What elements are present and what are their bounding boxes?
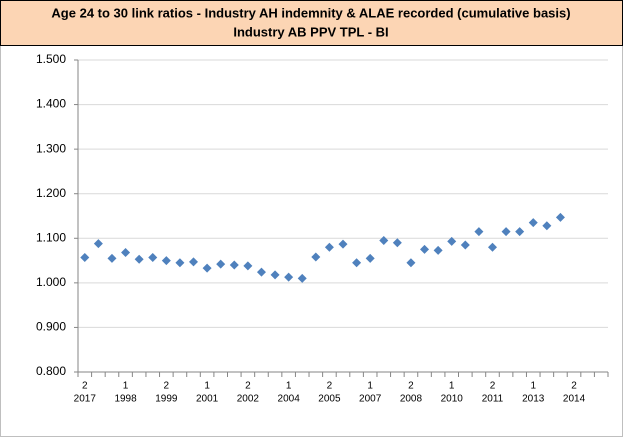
x-tick-label: 2010: [441, 394, 464, 405]
x-tick-label: 2: [327, 381, 333, 392]
y-tick-label: 1.300: [36, 141, 66, 155]
x-tick-label: 2011: [482, 394, 504, 405]
marker: [447, 236, 457, 246]
y-tick-label: 1.500: [36, 52, 66, 66]
marker: [487, 242, 497, 252]
x-tick-label: 1: [123, 381, 129, 392]
title-box: [0, 0, 623, 46]
x-tick-label: 2004: [278, 394, 301, 405]
x-tick-label: 2: [82, 381, 88, 392]
marker: [80, 252, 90, 262]
marker: [284, 272, 294, 282]
marker: [134, 254, 144, 264]
marker: [189, 257, 199, 267]
chart-subtitle: Industry AB PPV TPL - BI: [233, 24, 388, 39]
marker: [460, 240, 470, 250]
x-tick-label: 2005: [318, 394, 341, 405]
x-tick-label: 2002: [237, 394, 260, 405]
x-tick-label: 2: [164, 381, 170, 392]
marker: [243, 261, 253, 271]
x-tick-label: 2014: [563, 394, 586, 405]
marker: [528, 218, 538, 228]
x-tick-label: 1: [449, 381, 455, 392]
marker: [175, 258, 185, 268]
marker: [311, 252, 321, 262]
marker: [93, 239, 103, 249]
marker: [324, 242, 334, 252]
marker: [161, 256, 171, 266]
y-tick-label: 0.900: [36, 320, 66, 334]
x-tick-label: 1998: [114, 394, 137, 405]
marker: [365, 253, 375, 263]
marker: [107, 253, 117, 263]
marker: [555, 212, 565, 222]
x-tick-label: 2007: [359, 394, 382, 405]
marker: [352, 258, 362, 268]
y-tick-label: 1.100: [36, 230, 66, 244]
x-tick-label: 1: [530, 381, 536, 392]
marker: [270, 270, 280, 280]
marker: [338, 239, 348, 249]
y-tick-label: 1.000: [36, 275, 66, 289]
marker: [297, 273, 307, 283]
x-tick-label: 1: [367, 381, 373, 392]
x-tick-label: 1: [204, 381, 210, 392]
marker: [542, 221, 552, 231]
y-tick-label: 0.800: [36, 364, 66, 378]
x-tick-label: 2: [245, 381, 251, 392]
marker: [433, 245, 443, 255]
marker: [216, 259, 226, 269]
x-tick-label: 2013: [522, 394, 545, 405]
x-tick-label: 1999: [155, 394, 178, 405]
marker: [148, 252, 158, 262]
y-tick-label: 1.200: [36, 186, 66, 200]
x-tick-label: 2: [408, 381, 414, 392]
marker: [229, 260, 239, 270]
marker: [474, 227, 484, 237]
x-tick-label: 1: [286, 381, 292, 392]
marker: [392, 238, 402, 248]
x-tick-label: 2: [571, 381, 577, 392]
marker: [406, 258, 416, 268]
x-tick-label: 2008: [400, 394, 423, 405]
y-tick-label: 1.400: [36, 97, 66, 111]
chart-title: Age 24 to 30 link ratios - Industry AH i…: [51, 5, 570, 20]
marker: [256, 267, 266, 277]
x-tick-label: 2017: [74, 394, 97, 405]
marker: [420, 244, 430, 254]
marker: [121, 248, 131, 258]
marker: [501, 227, 511, 237]
x-tick-label: 2: [490, 381, 496, 392]
marker: [202, 263, 212, 273]
x-tick-label: 2001: [196, 394, 219, 405]
marker: [379, 236, 389, 246]
marker: [515, 227, 525, 237]
